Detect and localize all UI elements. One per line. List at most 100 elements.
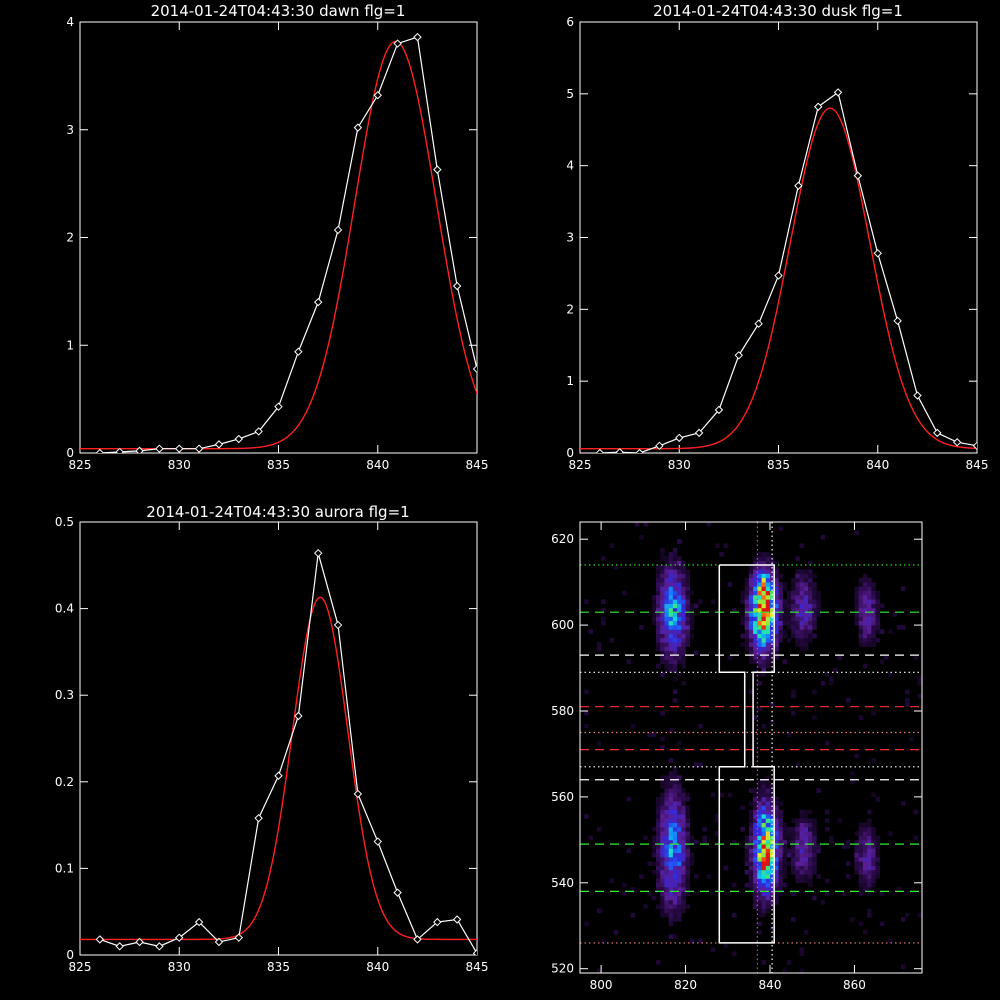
spectrogram-pixel [656, 960, 661, 965]
spectrogram-pixel [778, 637, 783, 643]
spectrogram-pixel [744, 586, 750, 592]
spectrogram-pixel [799, 826, 805, 832]
spectrogram-pixel [896, 887, 902, 892]
spectrogram-pixel [799, 844, 805, 849]
aurora-data-point [194, 917, 204, 927]
spectrogram-pixel [664, 826, 669, 832]
spectrogram-pixel [808, 826, 813, 832]
spectrogram-pixel [660, 904, 665, 909]
dusk-data-line [599, 91, 977, 453]
spectrogram-pixel [748, 569, 754, 574]
spectrogram-pixel [875, 865, 881, 871]
spectrogram-pixel [757, 582, 762, 587]
spectrogram-pixel [698, 938, 703, 944]
spectrogram-pixel [664, 869, 669, 875]
spectrogram-pixel [672, 822, 678, 828]
spectrogram-pixel [867, 603, 872, 609]
spectrogram-pixel [748, 839, 754, 845]
spectrogram-pixel [660, 899, 665, 905]
aurora-xtick-label: 840 [366, 960, 389, 974]
spectrogram-pixel [867, 908, 872, 914]
spectrogram-pixel [757, 706, 762, 712]
spectrogram-pixel [761, 642, 767, 647]
spectrogram-pixel [748, 616, 754, 622]
spectrogram-pixel [778, 586, 783, 592]
spectrogram-pixel [888, 629, 893, 634]
spectrogram-pixel [668, 552, 674, 557]
spectrogram-pixel [672, 814, 678, 819]
spectrogram-pixel [753, 865, 758, 871]
spectrogram-pixel [664, 650, 669, 656]
spectrogram-pixel [664, 796, 669, 802]
spectrogram-pixel [867, 831, 872, 836]
spectrogram-pixel [820, 680, 826, 686]
spectrogram-pixel [765, 844, 771, 849]
spectrogram-pixel [685, 616, 691, 622]
spectrogram-pixel [765, 607, 771, 613]
spectrogram-pixel [651, 595, 657, 600]
spectrogram-pixel [672, 564, 678, 570]
spectrogram-pixel [782, 831, 788, 836]
spectrogram-pixel [803, 590, 809, 596]
spectrogram-pixel [761, 659, 767, 665]
spectrogram-pixel [622, 891, 627, 896]
spectrogram-pixel [672, 612, 678, 617]
spectrogram-pixel [862, 629, 868, 634]
spectrogram-pixel [748, 573, 754, 579]
spectrogram-pixel [791, 590, 796, 596]
spectrogram-pixel [871, 629, 876, 634]
spectrogram-pixel [757, 573, 762, 579]
spectrogram-pixel [791, 852, 796, 858]
spectrogram-pixel [782, 822, 788, 828]
spectrogram-pixel [795, 839, 800, 845]
spectrogram-pixel [706, 874, 712, 879]
spectrogram-pixel [630, 912, 636, 918]
spectrogram-pixel [778, 573, 783, 579]
spectrogram-pixel [829, 676, 834, 682]
spectrogram-pixel [791, 607, 796, 613]
spectrogram-pixel [795, 852, 800, 858]
dusk-plot-area [580, 88, 977, 453]
spectrogram-pixel [685, 796, 691, 802]
spectrogram-pixel [871, 835, 876, 841]
aurora-ytick-label: 0.3 [55, 688, 74, 702]
spectrogram-pixel [765, 809, 771, 815]
spectrogram-pixel [808, 848, 813, 854]
spectrogram-pixel [858, 878, 864, 884]
spectrogram-pixel [660, 801, 665, 806]
spectrogram-pixel [774, 895, 779, 901]
spectrogram-pixel [761, 878, 767, 884]
aurora-xtick-label: 845 [466, 960, 489, 974]
spectrogram-pixel [740, 599, 745, 604]
spectrogram-pixel [757, 899, 762, 905]
spectrogram-pixel [803, 637, 809, 643]
spectrogram-pixel [715, 831, 720, 836]
spectrogram-pixel [862, 826, 868, 832]
spectrogram-pixel [660, 796, 665, 802]
spectrogram-pixel [672, 796, 678, 802]
spectrogram-pixel [753, 878, 758, 884]
spectrogram-pixel [913, 835, 919, 841]
spectrogram-pixel [795, 844, 800, 849]
spectrogram-pixel [681, 659, 686, 665]
spectrogram-pixel [812, 839, 817, 845]
spectrogram-pixel [660, 831, 665, 836]
spectrogram-pixel [871, 869, 876, 875]
spectrogram-pixel [748, 878, 754, 884]
spectrogram-pixel [867, 616, 872, 622]
spectrogram-pixel [799, 612, 805, 617]
spectrogram-pixel [808, 878, 813, 884]
spectrogram-pixel [757, 822, 762, 828]
spectrogram-pixel [786, 620, 792, 626]
spectrogram-pixel [647, 891, 653, 896]
spectrogram-pixel [677, 874, 682, 879]
spectrogram-pixel [757, 912, 762, 918]
dawn-xtick-label: 845 [466, 458, 489, 472]
spectrogram-pixel [761, 582, 767, 587]
spectrogram-pixel [786, 590, 792, 596]
spectrogram-pixel [812, 869, 817, 875]
spectrogram-pixel [664, 668, 669, 673]
spectrogram-pixel [757, 826, 762, 832]
spectrogram-pixel [702, 835, 707, 841]
spectrogram-pixel [672, 831, 678, 836]
